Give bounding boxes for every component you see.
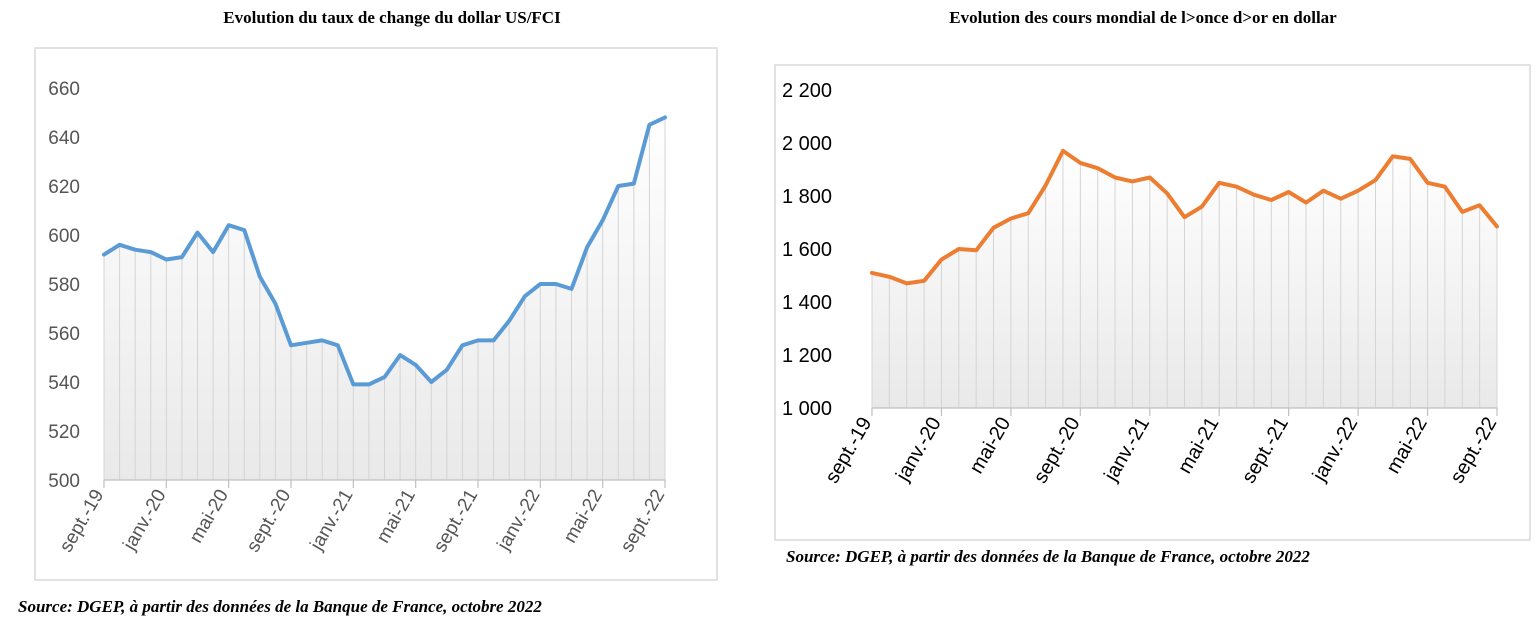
chart1-y-tick-label: 580 <box>48 275 80 296</box>
chart1-y-tick-label: 660 <box>48 79 80 100</box>
chart2-series-line <box>870 148 1499 286</box>
chart1-y-tick-label: 620 <box>48 177 80 198</box>
chart1-y-tick-label: 540 <box>48 373 80 394</box>
chart1-y-tick-label: 560 <box>48 324 80 345</box>
chart2-y-tick-label: 2 200 <box>782 80 832 102</box>
chart2-source: Source: DGEP, à partir des données de la… <box>786 547 1310 566</box>
chart1-y-tick-label: 600 <box>48 226 80 247</box>
chart2-title: Evolution des cours mondial de l>once d>… <box>949 8 1337 27</box>
chart2-y-tick-label: 1 000 <box>782 398 832 420</box>
chart2-y-tick-label: 1 800 <box>782 186 832 208</box>
chart1-title: Evolution du taux de change du dollar US… <box>223 8 561 27</box>
chart1-y-tick-label: 640 <box>48 128 80 149</box>
chart2-y-tick-label: 1 400 <box>782 292 832 314</box>
chart2-y-tick-label: 1 600 <box>782 239 832 261</box>
chart1-y-tick-label: 520 <box>48 422 80 443</box>
chart1-source: Source: DGEP, à partir des données de la… <box>18 597 542 616</box>
chart2-y-tick-label: 2 000 <box>782 133 832 155</box>
chart1-series-line <box>102 115 667 387</box>
chart2-y-tick-label: 1 200 <box>782 345 832 367</box>
chart1-y-tick-label: 500 <box>48 471 80 492</box>
